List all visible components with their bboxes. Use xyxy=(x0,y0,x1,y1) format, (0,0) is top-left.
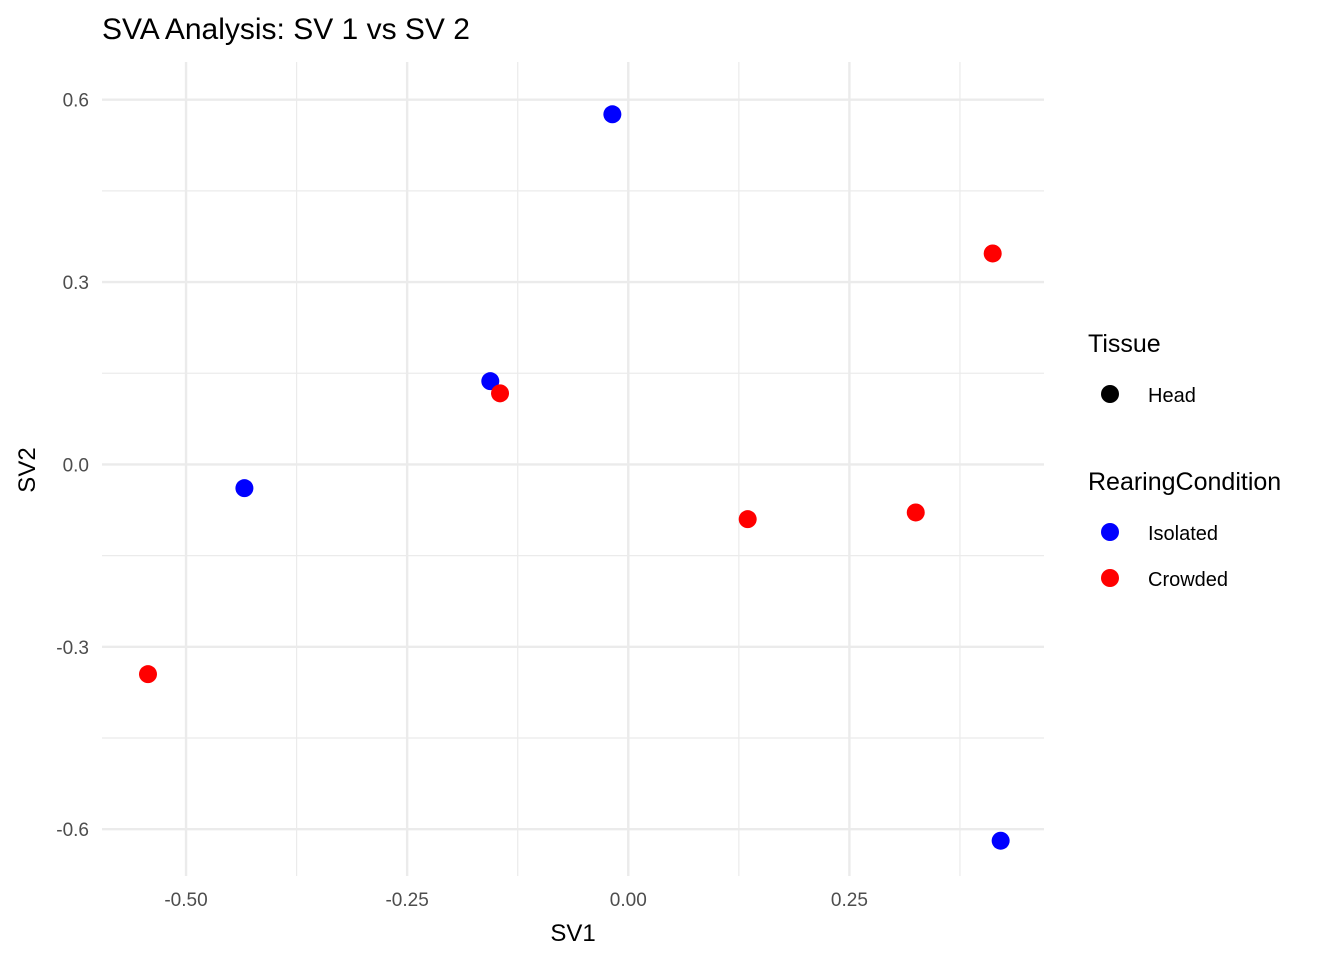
point-isolated xyxy=(481,372,500,391)
x-tick-label: -0.25 xyxy=(385,890,428,911)
legend-title-rearingcondition: RearingCondition xyxy=(1088,468,1281,496)
point-crowded xyxy=(491,384,510,403)
x-tick-label: 0.00 xyxy=(610,890,647,911)
y-tick-label: 0.0 xyxy=(63,455,89,476)
x-axis-label: SV1 xyxy=(550,920,595,947)
y-tick-label: -0.3 xyxy=(56,638,89,659)
minor-gridlines xyxy=(102,62,1044,876)
y-axis-label: SV2 xyxy=(14,447,41,492)
point-crowded xyxy=(906,503,925,522)
x-axis-tick-labels: -0.50 -0.25 0.00 0.25 xyxy=(164,890,868,911)
legend-label-crowded: Crowded xyxy=(1148,569,1228,591)
chart-title: SVA Analysis: SV 1 vs SV 2 xyxy=(102,13,470,46)
point-crowded xyxy=(738,510,757,529)
legend-label-head: Head xyxy=(1148,385,1196,407)
point-isolated xyxy=(991,831,1010,850)
point-isolated xyxy=(603,105,622,124)
data-points xyxy=(138,105,1010,850)
legend-label-isolated: Isolated xyxy=(1148,523,1218,545)
y-axis-tick-labels: -0.6 -0.3 0.0 0.3 0.6 xyxy=(56,91,89,841)
x-tick-label: 0.25 xyxy=(831,890,868,911)
major-gridlines xyxy=(102,62,1044,876)
x-tick-label: -0.50 xyxy=(164,890,207,911)
y-tick-label: 0.3 xyxy=(63,273,89,294)
legend-key-crowded xyxy=(1101,569,1119,587)
legend-key-isolated xyxy=(1101,523,1119,541)
y-tick-label: 0.6 xyxy=(63,91,89,112)
point-crowded xyxy=(138,665,157,684)
point-crowded xyxy=(983,244,1002,263)
legend-title-tissue: Tissue xyxy=(1088,330,1161,358)
legend: Tissue Head RearingCondition Isolated Crowde… xyxy=(1088,330,1281,591)
point-isolated xyxy=(235,479,254,498)
y-tick-label: -0.6 xyxy=(56,820,89,841)
legend-key-head xyxy=(1101,385,1119,403)
